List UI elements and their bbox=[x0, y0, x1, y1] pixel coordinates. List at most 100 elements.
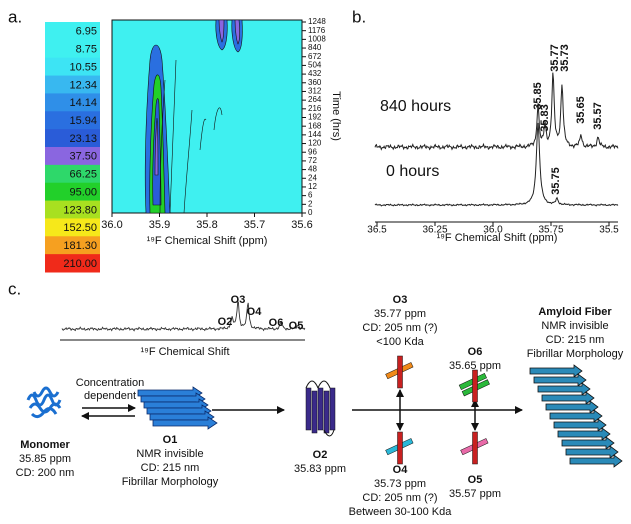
colorbar-swatch bbox=[45, 57, 100, 77]
axis-label: ¹⁹F Chemical Shift bbox=[140, 346, 229, 358]
species-label: 35.77 ppm bbox=[374, 308, 426, 320]
colorbar-label: 123.80 bbox=[63, 204, 97, 216]
x-tick-label: 35.8 bbox=[196, 219, 217, 231]
species-label: Fibrillar Morphology bbox=[122, 476, 219, 488]
fiber-strand bbox=[553, 418, 607, 432]
colorbar-swatch bbox=[45, 22, 100, 41]
colorbar-label: 66.25 bbox=[69, 169, 97, 181]
x-tick-label: 35.9 bbox=[149, 219, 170, 231]
y-tick-label: 192 bbox=[308, 113, 322, 122]
contour-plot bbox=[111, 19, 303, 214]
y-tick-label: 504 bbox=[308, 61, 322, 70]
species-label: O2 bbox=[313, 449, 328, 461]
y-tick-label: 6 bbox=[308, 191, 313, 200]
y-tick-label: 144 bbox=[308, 130, 322, 139]
colorbar-label: 15.94 bbox=[69, 115, 97, 127]
species-label: 35.85 ppm bbox=[19, 453, 71, 465]
contour bbox=[154, 117, 159, 176]
species-label: <100 Kda bbox=[376, 336, 424, 348]
colorbar-label: 10.55 bbox=[69, 61, 97, 73]
x-tick-label: 35.7 bbox=[244, 219, 265, 231]
colorbar-label: 95.00 bbox=[69, 186, 97, 198]
colorbar-label: 152.50 bbox=[63, 222, 97, 234]
fiber-strand bbox=[557, 427, 611, 441]
species-label: CD: 205 nm (?) bbox=[362, 492, 437, 504]
colorbar-swatch bbox=[45, 182, 100, 202]
x-axis-label: ¹⁹F Chemical Shift (ppm) bbox=[437, 232, 558, 244]
species-label: 35.57 ppm bbox=[449, 488, 501, 500]
peak-label: O6 bbox=[269, 317, 284, 329]
peak-label: 35.73 bbox=[559, 44, 571, 72]
spectrum-840h bbox=[374, 72, 619, 151]
peak-label: O5 bbox=[289, 320, 304, 332]
y-tick-label: 840 bbox=[308, 43, 322, 52]
colorbar-label: 14.14 bbox=[69, 97, 97, 109]
y-axis-label: Time (hrs) bbox=[330, 91, 342, 141]
y-tick-label: 96 bbox=[308, 147, 317, 156]
o2-strand bbox=[311, 390, 318, 434]
species-label: NMR invisible bbox=[136, 448, 203, 460]
colorbar-swatch bbox=[45, 93, 100, 112]
colorbar-swatch bbox=[45, 129, 100, 148]
fiber-strand bbox=[537, 382, 591, 396]
x-tick-label: 36.0 bbox=[483, 225, 503, 236]
colorbar-swatch bbox=[45, 254, 100, 273]
peak-label: 35.83 bbox=[539, 104, 551, 132]
x-tick-label: 36.5 bbox=[367, 225, 387, 236]
x-tick-label: 35.75 bbox=[538, 225, 563, 236]
species-label: Between 30-100 Kda bbox=[349, 506, 453, 518]
oligomer-strand bbox=[397, 355, 403, 389]
fiber-strand bbox=[545, 400, 599, 414]
fiber-strand bbox=[549, 409, 603, 423]
y-tick-label: 360 bbox=[308, 78, 322, 87]
species-label: CD: 215 nm bbox=[546, 334, 605, 346]
peak-label: 35.77 bbox=[549, 44, 561, 72]
x-tick-label: 35.6 bbox=[291, 219, 312, 231]
species-label: O1 bbox=[163, 434, 178, 446]
panel-label: b. bbox=[352, 7, 366, 26]
species-label: Amyloid Fiber bbox=[538, 306, 612, 318]
fiber-strand bbox=[533, 373, 587, 387]
colorbar-swatch bbox=[45, 111, 100, 130]
o1-strand bbox=[152, 416, 218, 430]
y-tick-label: 264 bbox=[308, 95, 322, 104]
y-tick-label: 1176 bbox=[308, 26, 326, 35]
o2-strand bbox=[317, 387, 324, 431]
y-tick-label: 432 bbox=[308, 69, 322, 78]
colorbar-swatch bbox=[45, 236, 100, 255]
x-axis-label: ¹⁹F Chemical Shift (ppm) bbox=[147, 235, 268, 247]
colorbar-swatch bbox=[45, 39, 100, 59]
y-tick-label: 2 bbox=[308, 199, 313, 208]
y-tick-label: 12 bbox=[308, 182, 317, 191]
species-label: CD: 205 nm (?) bbox=[362, 322, 437, 334]
colorbar-swatch bbox=[45, 164, 100, 184]
colorbar-label: 181.30 bbox=[63, 240, 97, 252]
peak-label: O4 bbox=[247, 306, 263, 318]
peak-label: 35.57 bbox=[592, 102, 604, 130]
x-tick-label: 36.25 bbox=[422, 225, 447, 236]
spectra: 36.5 36.25 36.0 35.75 35.535.8535.8335.7735.… bbox=[367, 44, 619, 235]
contours bbox=[144, 19, 243, 214]
peak-label: O3 bbox=[231, 294, 246, 306]
spectrum bbox=[61, 301, 306, 332]
colorbar-label: 12.34 bbox=[69, 79, 97, 91]
peak-label: 35.75 bbox=[550, 167, 562, 195]
y-tick-label: 72 bbox=[308, 156, 317, 165]
colorbar-swatch bbox=[45, 147, 100, 166]
trace-label: 840 hours bbox=[380, 98, 451, 115]
oligomer-strand bbox=[397, 431, 403, 465]
x-tick-label: 36.0 bbox=[101, 219, 122, 231]
fiber-strand bbox=[561, 436, 615, 450]
panel-label: a. bbox=[8, 7, 22, 26]
x-tick-label: 35.5 bbox=[599, 225, 619, 236]
species-label: 35.73 ppm bbox=[374, 478, 426, 490]
oligomer-strand bbox=[472, 431, 478, 465]
y-tick-label: 1248 bbox=[308, 17, 326, 26]
colorbar-label: 8.75 bbox=[76, 44, 97, 56]
colorbar-label: 210.00 bbox=[63, 258, 97, 270]
y-tick-label: 48 bbox=[308, 165, 317, 174]
oligomer-strand bbox=[472, 369, 478, 403]
o2-strand bbox=[323, 390, 330, 434]
